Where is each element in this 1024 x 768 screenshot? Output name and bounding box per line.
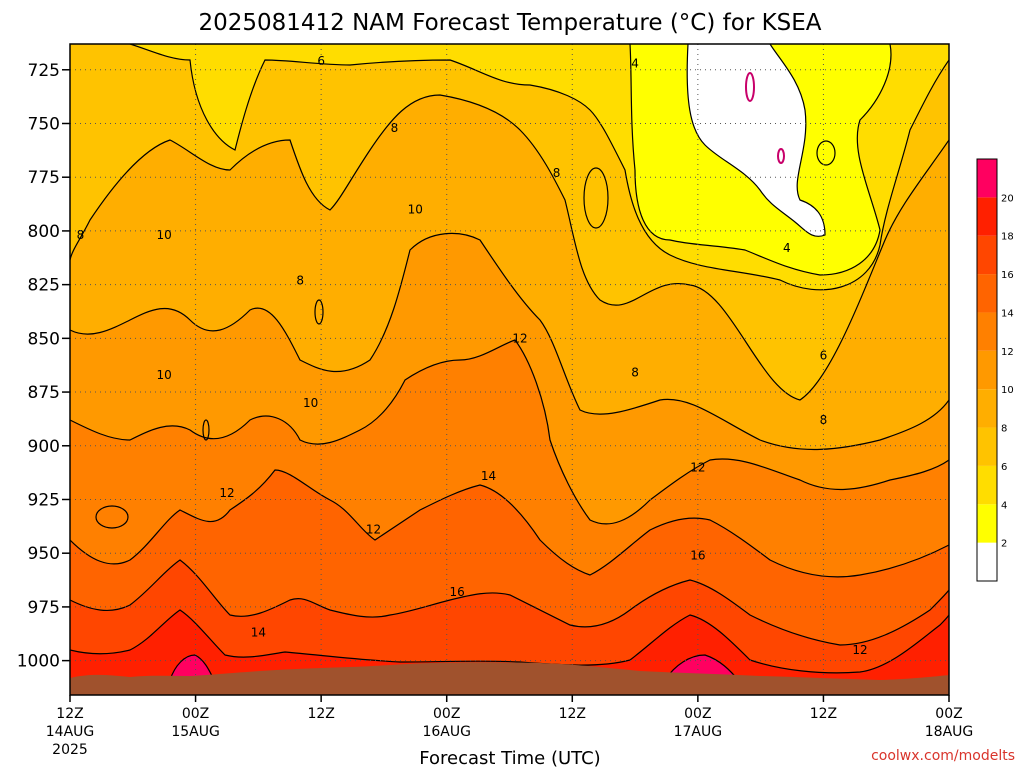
credit-text: coolwx.com/modelts bbox=[871, 748, 1015, 764]
contour-label: 8 bbox=[391, 121, 399, 135]
x-tick-label: 12Z bbox=[56, 706, 83, 722]
x-tick-label: 12Z bbox=[810, 706, 837, 722]
contour-label: 8 bbox=[77, 228, 85, 242]
chart-title: 2025081412 NAM Forecast Temperature (°C)… bbox=[198, 10, 821, 36]
contour-label: 16 bbox=[450, 585, 465, 599]
x-tick-label: 15AUG bbox=[171, 724, 220, 740]
colorbar-swatch bbox=[977, 465, 997, 505]
y-tick-label: 775 bbox=[28, 168, 60, 188]
x-tick-label: 00Z bbox=[935, 706, 962, 722]
contour-label: 10 bbox=[303, 396, 318, 410]
contour-label: 12 bbox=[219, 486, 234, 500]
y-tick-label: 950 bbox=[28, 544, 60, 564]
x-tick-label: 12Z bbox=[559, 706, 586, 722]
colorbar-swatch bbox=[977, 389, 997, 428]
x-tick-label: 16AUG bbox=[422, 724, 471, 740]
contour-label: 8 bbox=[553, 166, 561, 180]
plot-area: 648881010841010128681212141216161412 bbox=[70, 44, 949, 695]
colorbar-frame bbox=[976, 158, 998, 582]
contour-islands bbox=[95, 72, 836, 529]
contour-lines bbox=[70, 44, 949, 683]
colorbar-tick-label: 4 bbox=[1001, 500, 1007, 511]
contour-label: 10 bbox=[157, 368, 172, 382]
colorbar-swatch bbox=[977, 542, 997, 581]
colorbar-tick-label: 8 bbox=[1001, 424, 1007, 435]
contour-label: 8 bbox=[631, 366, 639, 380]
plot-frame bbox=[69, 43, 950, 696]
contour-label: 12 bbox=[366, 523, 381, 537]
colorbar-tick-label: 14 bbox=[1001, 308, 1014, 319]
contour-labels: 648881010841010128681212141216161412 bbox=[77, 54, 868, 657]
colorbar-swatch bbox=[977, 504, 997, 543]
grid-lines bbox=[70, 44, 949, 695]
y-tick-label: 725 bbox=[28, 61, 60, 81]
y-tick-label: 850 bbox=[28, 329, 60, 349]
x-tick-label: 00Z bbox=[684, 706, 711, 722]
x-axis: 12Z 14AUG 2025 00Z 15AUG 12Z 00Z 16AUG 12Z 00Z 17A… bbox=[46, 695, 974, 758]
colorbar-tick-label: 2 bbox=[1001, 539, 1007, 550]
y-tick-label: 1000 bbox=[17, 652, 60, 672]
contour-label: 12 bbox=[852, 643, 867, 657]
y-tick-label: 825 bbox=[28, 276, 60, 296]
contour-label: 8 bbox=[296, 273, 304, 287]
contour-label: 12 bbox=[512, 331, 527, 345]
contour-label: 4 bbox=[631, 56, 639, 70]
x-tick-label: 2025 bbox=[52, 742, 88, 758]
contour-label: 14 bbox=[481, 469, 496, 483]
y-tick-label: 925 bbox=[28, 490, 60, 510]
y-tick-label: 900 bbox=[28, 437, 60, 457]
colorbar-tick-label: 10 bbox=[1001, 385, 1014, 396]
x-tick-label: 00Z bbox=[433, 706, 460, 722]
colorbar-swatch bbox=[977, 312, 997, 351]
x-tick-label: 00Z bbox=[182, 706, 209, 722]
band-below-2 bbox=[687, 44, 825, 237]
colorbar-tick-label: 18 bbox=[1001, 232, 1014, 243]
y-tick-label: 800 bbox=[28, 222, 60, 242]
contour-label: 6 bbox=[820, 349, 828, 363]
y-tick-label: 750 bbox=[28, 114, 60, 134]
colorbar-tick-label: 16 bbox=[1001, 270, 1014, 281]
contour-label: 4 bbox=[783, 241, 791, 255]
colorbar-swatch bbox=[977, 159, 997, 198]
colorbar-swatch bbox=[977, 197, 997, 236]
y-axis: 725 750 775 800 825 850 875 900 925 950 975 1000 bbox=[17, 61, 70, 672]
contour-label: 10 bbox=[157, 228, 172, 242]
x-tick-label: 12Z bbox=[307, 706, 334, 722]
colorbar-tick-label: 12 bbox=[1001, 347, 1014, 358]
x-tick-label: 17AUG bbox=[674, 724, 723, 740]
contour-label: 12 bbox=[690, 460, 705, 474]
colorbar-swatch bbox=[977, 350, 997, 390]
y-tick-label: 975 bbox=[28, 598, 60, 618]
colorbar-tick-label: 6 bbox=[1001, 462, 1007, 473]
contour-label: 10 bbox=[408, 202, 423, 216]
colorbar-tick-label: 20 bbox=[1001, 193, 1014, 204]
contour-label: 16 bbox=[690, 548, 705, 562]
colorbar-swatch bbox=[977, 274, 997, 313]
y-tick-label: 875 bbox=[28, 383, 60, 403]
contour-label: 14 bbox=[251, 626, 266, 640]
contour-label: 6 bbox=[317, 54, 325, 68]
colorbar: 2 4 6 8 10 12 14 16 18 20 bbox=[976, 158, 1014, 582]
colorbar-swatch bbox=[977, 427, 997, 466]
x-axis-label: Forecast Time (UTC) bbox=[419, 748, 600, 768]
x-tick-label: 18AUG bbox=[925, 724, 974, 740]
x-tick-label: 14AUG bbox=[46, 724, 95, 740]
terrain-ground bbox=[70, 662, 949, 695]
colorbar-swatch bbox=[977, 235, 997, 275]
